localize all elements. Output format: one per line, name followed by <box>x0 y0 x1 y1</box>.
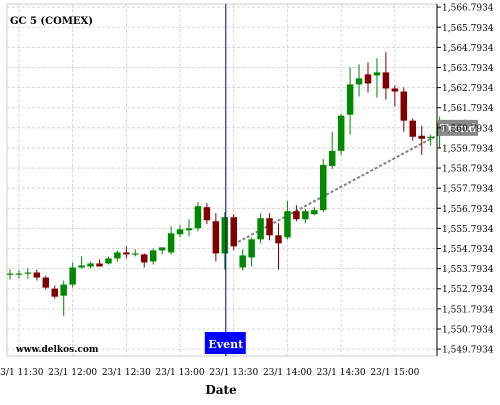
y-tick-label: 1,563.7934 <box>442 64 494 74</box>
candle-up <box>105 258 112 264</box>
candle-up <box>176 229 184 235</box>
candle-up <box>6 273 14 275</box>
candle-down <box>203 207 211 221</box>
y-tick-label: 1,558.7934 <box>442 165 494 175</box>
y-tick-label: 1,562.7934 <box>442 84 494 94</box>
candle-up <box>60 284 67 296</box>
candle-up <box>15 273 23 275</box>
event-layer: Event Trend <box>204 4 478 356</box>
candle-up <box>346 84 354 115</box>
candle-down <box>96 263 103 267</box>
y-tick-label: 1,557.7934 <box>442 185 494 195</box>
candle-down <box>42 277 50 288</box>
candle-up <box>248 239 255 258</box>
candle-down <box>293 211 300 220</box>
candle-down <box>400 91 408 121</box>
grid-layer <box>6 3 438 357</box>
chart-title: GC 5 (COMEX) <box>10 16 93 27</box>
candle-up <box>78 265 85 268</box>
x-tick-label: 23/1 13:00 <box>156 368 205 378</box>
y-tick-label: 1,561.7934 <box>442 104 494 114</box>
candle-up <box>239 255 246 268</box>
candle-down <box>123 252 130 255</box>
candle-down <box>275 235 282 244</box>
candle-up <box>328 150 336 166</box>
y-tick-label: 1,551.7934 <box>442 305 494 315</box>
candle-up <box>114 252 121 259</box>
candle-up <box>257 218 264 240</box>
candle-up <box>320 164 327 211</box>
x-tick-label: 23/1 15:00 <box>370 368 419 378</box>
candle-up <box>24 272 32 274</box>
trend-layer <box>233 118 467 246</box>
candle-down <box>418 135 425 139</box>
x-tick-label: 23/1 14:30 <box>317 368 366 378</box>
candle-up <box>158 247 166 251</box>
y-tick-label: 1,552.7934 <box>442 285 494 295</box>
candle-down <box>33 272 41 278</box>
x-tick-label: 23/1 13:30 <box>209 368 258 378</box>
x-tick-label: 23/1 14:00 <box>263 368 312 378</box>
candle-down <box>230 217 237 247</box>
candle-up <box>427 136 434 138</box>
axis-layer: 1,549.7934 1,550.7934 1,551.7934 1,552.7934… <box>0 4 494 378</box>
label-layer: GC 5 (COMEX) www.delkos.com Date <box>10 16 237 397</box>
y-tick-label: 1,550.7934 <box>442 325 494 335</box>
candle-down <box>364 74 372 84</box>
candle-up <box>194 206 202 229</box>
plot-frame <box>6 3 438 357</box>
candle-up <box>221 217 229 254</box>
candle-up <box>302 211 309 220</box>
x-tick-label: 23/1 12:30 <box>102 368 151 378</box>
candle-up <box>355 78 363 85</box>
x-axis-label: Date <box>205 383 237 397</box>
candle-down <box>382 72 390 89</box>
candle-layer <box>6 52 443 316</box>
candle-down <box>391 88 399 92</box>
y-tick-label: 1,554.7934 <box>442 245 494 255</box>
event-marker-label: Event <box>208 338 244 351</box>
y-tick-label: 1,566.7934 <box>442 4 494 14</box>
candle-up <box>311 210 318 215</box>
candle-up <box>132 253 139 255</box>
candle-up <box>373 72 381 76</box>
y-tick-label: 1,565.7934 <box>442 24 494 34</box>
x-tick-label: 23/1 11:30 <box>0 368 44 378</box>
candle-up <box>185 228 193 231</box>
candle-down <box>51 288 58 297</box>
candle-up <box>167 233 175 253</box>
y-tick-label: 1,560.7934 <box>442 124 494 134</box>
candle-down <box>266 218 273 236</box>
x-tick-label: 23/1 12:00 <box>48 368 97 378</box>
candle-down <box>409 120 416 137</box>
y-tick-label: 1,549.7934 <box>442 346 494 356</box>
candle-up <box>337 115 345 151</box>
y-tick-label: 1,553.7934 <box>442 265 494 275</box>
candle-down <box>141 254 148 263</box>
candle-down <box>212 221 220 254</box>
y-tick-label: 1,559.7934 <box>442 144 494 154</box>
trend-marker-box <box>438 119 478 136</box>
candle-up <box>69 267 76 285</box>
trend-line <box>233 118 467 246</box>
watermark: www.delkos.com <box>15 345 99 355</box>
event-marker-box <box>204 332 246 354</box>
candle-up <box>87 263 94 267</box>
y-tick-label: 1,564.7934 <box>442 44 494 54</box>
candle-up <box>149 250 157 262</box>
trend-marker-label: Trend <box>440 122 476 135</box>
y-tick-label: 1,556.7934 <box>442 205 494 215</box>
y-tick-label: 1,555.7934 <box>442 225 494 235</box>
candle-up <box>284 211 291 238</box>
